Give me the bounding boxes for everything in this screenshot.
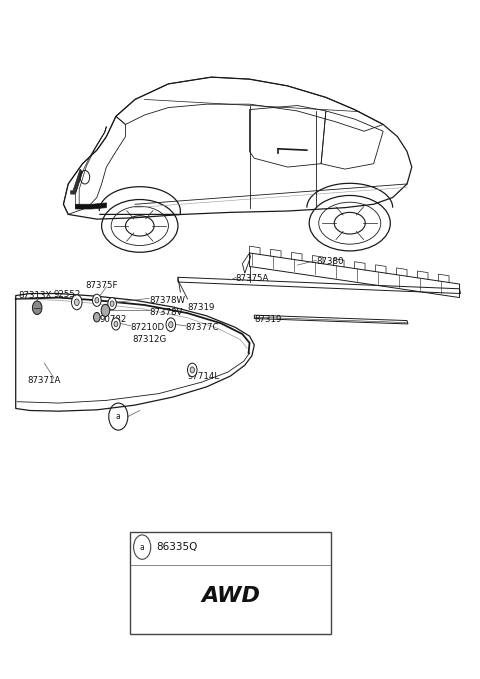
- Text: 87312G: 87312G: [132, 335, 167, 344]
- Text: 87378V: 87378V: [149, 308, 183, 317]
- Text: AWD: AWD: [201, 587, 260, 606]
- Text: 90782: 90782: [99, 314, 127, 324]
- Circle shape: [168, 322, 173, 328]
- Circle shape: [101, 304, 110, 316]
- Circle shape: [188, 363, 197, 377]
- Circle shape: [112, 318, 120, 330]
- Bar: [130, 532, 331, 634]
- Text: 86335Q: 86335Q: [156, 542, 198, 552]
- Circle shape: [190, 367, 194, 373]
- Circle shape: [74, 299, 79, 306]
- Circle shape: [94, 312, 100, 322]
- Text: 87371A: 87371A: [28, 375, 61, 384]
- Text: a: a: [116, 412, 120, 421]
- Text: a: a: [140, 543, 144, 551]
- Polygon shape: [75, 203, 107, 209]
- Text: 87380: 87380: [316, 257, 344, 266]
- Text: 87375A: 87375A: [235, 274, 269, 283]
- Text: 87210D: 87210D: [130, 323, 164, 332]
- Text: 92552: 92552: [54, 291, 81, 299]
- Text: 87319: 87319: [254, 314, 282, 324]
- Circle shape: [72, 295, 82, 310]
- Circle shape: [166, 318, 176, 331]
- Text: 87377C: 87377C: [185, 323, 218, 332]
- Circle shape: [95, 297, 99, 303]
- Circle shape: [108, 297, 116, 310]
- Circle shape: [114, 321, 118, 327]
- Text: 87319: 87319: [188, 303, 215, 312]
- Text: 87375F: 87375F: [85, 281, 118, 290]
- Text: 87313X: 87313X: [18, 291, 51, 300]
- Polygon shape: [71, 169, 83, 194]
- Circle shape: [93, 294, 101, 306]
- Text: 87378W: 87378W: [149, 296, 185, 305]
- Circle shape: [110, 301, 114, 306]
- Text: 97714L: 97714L: [188, 372, 220, 381]
- Circle shape: [33, 301, 42, 314]
